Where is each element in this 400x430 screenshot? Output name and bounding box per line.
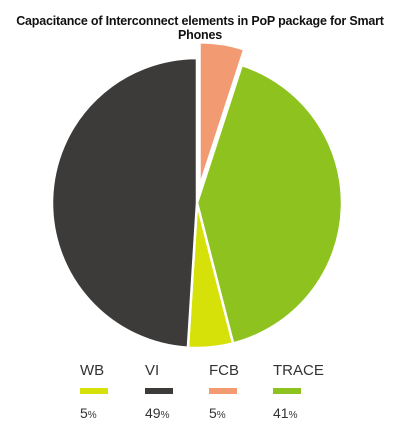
legend-value-trace: 41% <box>273 405 298 421</box>
pie-slice-fcb <box>198 40 246 189</box>
legend-swatch-wb <box>80 388 108 394</box>
legend-item-fcb: FCB 5% <box>209 362 279 421</box>
chart-title: Capacitance of Interconnect elements in … <box>16 14 384 42</box>
legend-value-wb: 5% <box>80 405 97 421</box>
legend-label-fcb: FCB <box>209 362 239 379</box>
legend-value-fcb: 5% <box>209 405 226 421</box>
legend-label-vi: VI <box>145 362 160 379</box>
pie-slice-trace <box>195 63 344 345</box>
legend-swatch-fcb <box>209 388 237 394</box>
legend-swatch-trace <box>273 388 301 394</box>
legend-item-vi: VI 49% <box>145 362 215 421</box>
legend-label-wb: WB <box>80 362 105 379</box>
legend-value-vi: 49% <box>145 405 170 421</box>
legend: WB 5% VI 49% FCB 5% TRACE 41% <box>0 362 400 422</box>
pie-slice-vi <box>50 56 199 349</box>
legend-label-trace: TRACE <box>273 362 324 379</box>
legend-item-trace: TRACE 41% <box>273 362 343 421</box>
legend-item-wb: WB 5% <box>80 362 150 421</box>
legend-swatch-vi <box>145 388 173 394</box>
